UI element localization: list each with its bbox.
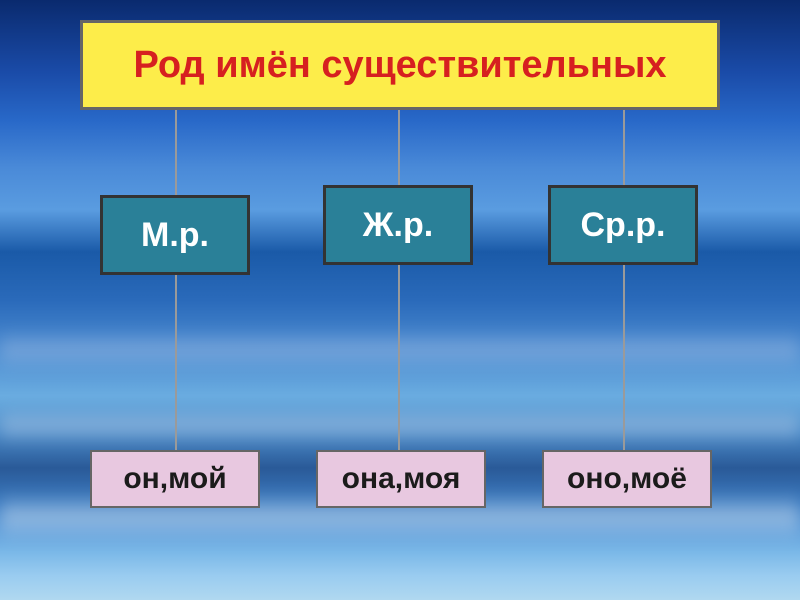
- cloud-band: [0, 330, 800, 370]
- gender-label: Ж.р.: [363, 206, 433, 245]
- hint-text: она,моя: [342, 462, 461, 496]
- gender-box-masculine: М.р.: [100, 195, 250, 275]
- hint-box-feminine: она,моя: [316, 450, 486, 508]
- connector-line: [623, 110, 625, 185]
- hint-box-masculine: он,мой: [90, 450, 260, 508]
- gender-box-neuter: Ср.р.: [548, 185, 698, 265]
- gender-box-feminine: Ж.р.: [323, 185, 473, 265]
- connector-line: [175, 275, 177, 450]
- connector-line: [398, 110, 400, 185]
- hint-text: оно,моё: [567, 462, 687, 496]
- hint-box-neuter: оно,моё: [542, 450, 712, 508]
- cloud-band: [0, 408, 800, 443]
- hint-text: он,мой: [123, 462, 226, 496]
- title-box: Род имён существительных: [80, 20, 720, 110]
- connector-line: [623, 265, 625, 450]
- connector-line: [175, 110, 177, 195]
- title-text: Род имён существительных: [133, 44, 666, 87]
- gender-label: Ср.р.: [581, 206, 666, 245]
- connector-line: [398, 265, 400, 450]
- gender-label: М.р.: [141, 216, 209, 255]
